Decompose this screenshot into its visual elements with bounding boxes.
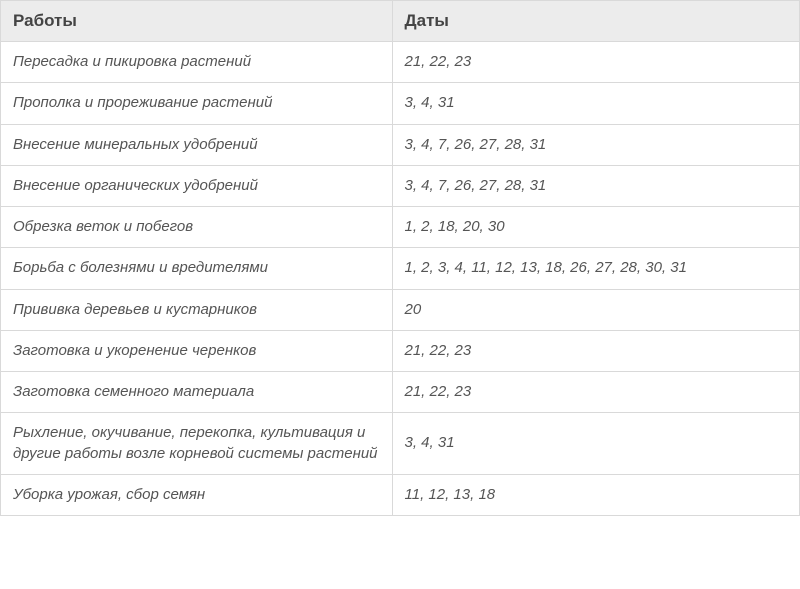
table-row: Рыхление, окучивание, перекопка, культив… (1, 413, 800, 475)
col-header-work: Работы (1, 1, 393, 42)
table-row: Обрезка веток и побегов 1, 2, 18, 20, 30 (1, 207, 800, 248)
cell-dates: 3, 4, 31 (392, 413, 800, 475)
cell-dates: 3, 4, 7, 26, 27, 28, 31 (392, 124, 800, 165)
table-header-row: Работы Даты (1, 1, 800, 42)
cell-dates: 21, 22, 23 (392, 372, 800, 413)
gardening-table-container: Работы Даты Пересадка и пикировка растен… (0, 0, 800, 516)
table-row: Внесение органических удобрений 3, 4, 7,… (1, 165, 800, 206)
cell-dates: 11, 12, 13, 18 (392, 474, 800, 515)
col-header-dates: Даты (392, 1, 800, 42)
cell-work: Уборка урожая, сбор семян (1, 474, 393, 515)
cell-work: Внесение минеральных удобрений (1, 124, 393, 165)
cell-work: Заготовка семенного материала (1, 372, 393, 413)
cell-work: Обрезка веток и побегов (1, 207, 393, 248)
cell-dates: 3, 4, 31 (392, 83, 800, 124)
cell-dates: 1, 2, 3, 4, 11, 12, 13, 18, 26, 27, 28, … (392, 248, 800, 289)
table-row: Внесение минеральных удобрений 3, 4, 7, … (1, 124, 800, 165)
cell-dates: 21, 22, 23 (392, 42, 800, 83)
cell-work: Рыхление, окучивание, перекопка, культив… (1, 413, 393, 475)
table-row: Заготовка семенного материала 21, 22, 23 (1, 372, 800, 413)
cell-dates: 21, 22, 23 (392, 330, 800, 371)
cell-dates: 20 (392, 289, 800, 330)
cell-dates: 3, 4, 7, 26, 27, 28, 31 (392, 165, 800, 206)
table-row: Борьба с болезнями и вредителями 1, 2, 3… (1, 248, 800, 289)
cell-work: Борьба с болезнями и вредителями (1, 248, 393, 289)
cell-work: Прополка и прореживание растений (1, 83, 393, 124)
table-row: Заготовка и укоренение черенков 21, 22, … (1, 330, 800, 371)
cell-work: Внесение органических удобрений (1, 165, 393, 206)
table-row: Уборка урожая, сбор семян 11, 12, 13, 18 (1, 474, 800, 515)
table-row: Прополка и прореживание растений 3, 4, 3… (1, 83, 800, 124)
cell-work: Пересадка и пикировка растений (1, 42, 393, 83)
cell-work: Заготовка и укоренение черенков (1, 330, 393, 371)
gardening-table: Работы Даты Пересадка и пикировка растен… (0, 0, 800, 516)
table-row: Прививка деревьев и кустарников 20 (1, 289, 800, 330)
cell-work: Прививка деревьев и кустарников (1, 289, 393, 330)
cell-dates: 1, 2, 18, 20, 30 (392, 207, 800, 248)
table-row: Пересадка и пикировка растений 21, 22, 2… (1, 42, 800, 83)
